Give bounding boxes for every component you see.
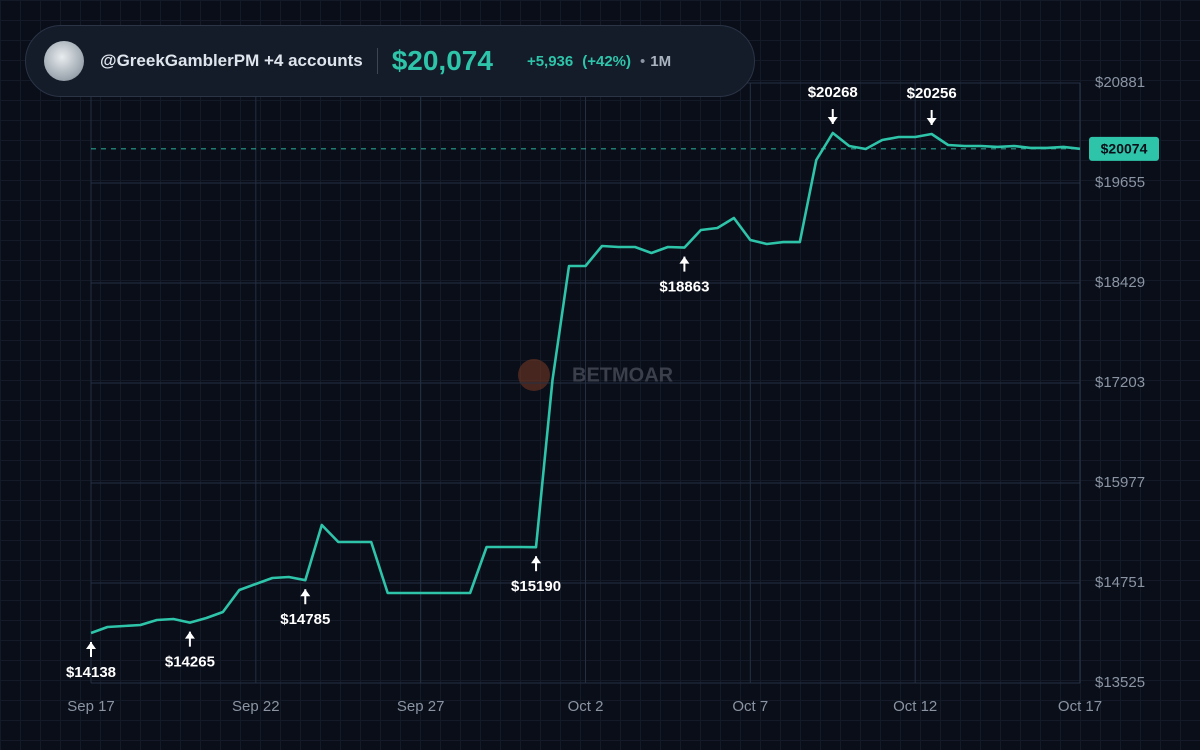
x-tick-label: Sep 27 (397, 698, 445, 715)
x-tick-label: Oct 2 (568, 698, 604, 715)
watermark: BETMOAR (572, 364, 674, 386)
y-tick-label: $15977 (1095, 474, 1145, 491)
annotation-arrowhead (531, 556, 542, 564)
x-tick-label: Oct 7 (732, 698, 768, 715)
y-tick-label: $18429 (1095, 274, 1145, 291)
annotation-arrowhead (679, 256, 690, 264)
x-tick-label: Oct 12 (893, 698, 937, 715)
annotation-label: $15190 (511, 578, 561, 595)
current-box (1089, 136, 1159, 161)
annotation-arrowhead (184, 631, 195, 639)
y-tick-label: $19655 (1095, 174, 1145, 191)
annotation-arrowhead (926, 117, 937, 125)
y-tick-label: $17203 (1095, 374, 1145, 391)
y-tick-label: $13525 (1095, 674, 1145, 691)
annotation-label: $14785 (280, 611, 330, 628)
change: +5,936 (526, 52, 574, 70)
annotation-arrowhead (300, 589, 311, 597)
account-name[interactable]: @GreekGamblerPM +4 accounts (100, 51, 363, 70)
annotation-label: $20256 (907, 85, 957, 102)
annotation-arrowhead (827, 117, 838, 124)
balance-line (90, 131, 1081, 635)
x-tick-label: Oct 17 (1058, 698, 1102, 715)
annotation-label: $14265 (165, 654, 215, 671)
x-tick-label: Sep 17 (67, 698, 115, 715)
annotation-label: $20268 (808, 84, 858, 101)
annotation-arrowhead (86, 642, 96, 649)
watermark-logo (518, 359, 550, 391)
change-pct: (+42%) (582, 52, 632, 70)
header: @GreekGamblerPM +4 accounts $20,074 +5,9… (25, 25, 755, 97)
separator (376, 48, 378, 74)
dot: • (640, 52, 646, 70)
period[interactable]: 1M (650, 52, 672, 70)
y-tick-label: $14751 (1095, 574, 1145, 591)
balance: $20,074 (391, 45, 493, 76)
current-label: $20074 (1101, 141, 1148, 157)
x-tick-label: Sep 22 (232, 698, 280, 715)
avatar[interactable] (44, 41, 84, 81)
y-tick-label: $20881 (1095, 74, 1145, 91)
annotation-label: $18863 (659, 279, 709, 296)
annotation-label: $14138 (66, 664, 116, 681)
